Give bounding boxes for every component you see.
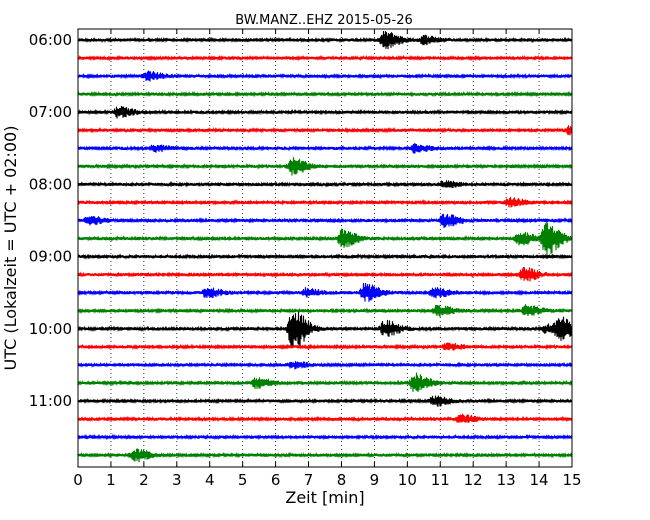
- trace-1100: [77, 395, 573, 407]
- trace-0900: [77, 253, 573, 260]
- trace-1145: [77, 448, 573, 463]
- trace-0745: [77, 157, 573, 176]
- x-tick-label: 12: [464, 471, 483, 489]
- y-axis-ticks: 06:00 07:00 08:00 09:00 10:00 11:00: [29, 31, 572, 410]
- y-tick-label: 07:00: [29, 103, 72, 121]
- y-tick-label: 10:00: [29, 320, 72, 338]
- x-tick-label: 15: [562, 471, 581, 489]
- x-tick-label: 11: [431, 471, 450, 489]
- x-tick-label: 10: [398, 471, 417, 489]
- y-tick-label: 09:00: [29, 248, 72, 266]
- x-tick-label: 0: [73, 471, 83, 489]
- x-tick-label: 14: [530, 471, 549, 489]
- chart-title: BW.MANZ..EHZ 2015-05-26: [235, 13, 413, 28]
- trace-0815: [77, 196, 573, 208]
- trace-1045: [77, 372, 573, 392]
- trace-1030: [77, 360, 573, 370]
- trace-1115: [77, 413, 573, 424]
- x-axis-ticks: 0 1 2 3 4 5 6 7 8 9 10 11 12 13 14 15: [73, 29, 582, 489]
- x-tick-label: 4: [205, 471, 215, 489]
- trace-1000: [77, 311, 573, 349]
- x-tick-label: 3: [172, 471, 182, 489]
- trace-1130: [77, 433, 573, 441]
- seismogram-traces: [77, 30, 573, 463]
- trace-0715: [77, 125, 573, 136]
- y-tick-label: 06:00: [29, 31, 72, 49]
- x-axis-label: Zeit [min]: [285, 488, 364, 507]
- trace-0645: [77, 90, 573, 98]
- trace-1015: [77, 342, 573, 351]
- x-tick-label: 5: [238, 471, 248, 489]
- x-tick-label: 7: [304, 471, 314, 489]
- trace-0915: [77, 266, 573, 282]
- trace-0800: [77, 180, 573, 189]
- x-tick-label: 6: [271, 471, 281, 489]
- y-tick-label: 08:00: [29, 175, 72, 193]
- x-tick-label: 9: [370, 471, 380, 489]
- plot-frame: [77, 28, 573, 468]
- trace-0945: [77, 304, 573, 318]
- trace-0615: [77, 54, 573, 62]
- trace-0700: [77, 105, 573, 119]
- y-axis-label: UTC (Lokalzeit = UTC + 02:00): [1, 126, 20, 371]
- trace-0730: [77, 143, 573, 154]
- x-tick-label: 1: [106, 471, 116, 489]
- y-tick-label: 11:00: [29, 392, 72, 410]
- trace-0630: [77, 70, 573, 82]
- trace-0845: [77, 222, 573, 256]
- x-tick-label: 13: [497, 471, 516, 489]
- trace-0830: [77, 213, 573, 228]
- trace-0930: [77, 282, 573, 302]
- trace-0600: [77, 30, 573, 50]
- x-tick-label: 2: [139, 471, 149, 489]
- x-tick-label: 8: [337, 471, 347, 489]
